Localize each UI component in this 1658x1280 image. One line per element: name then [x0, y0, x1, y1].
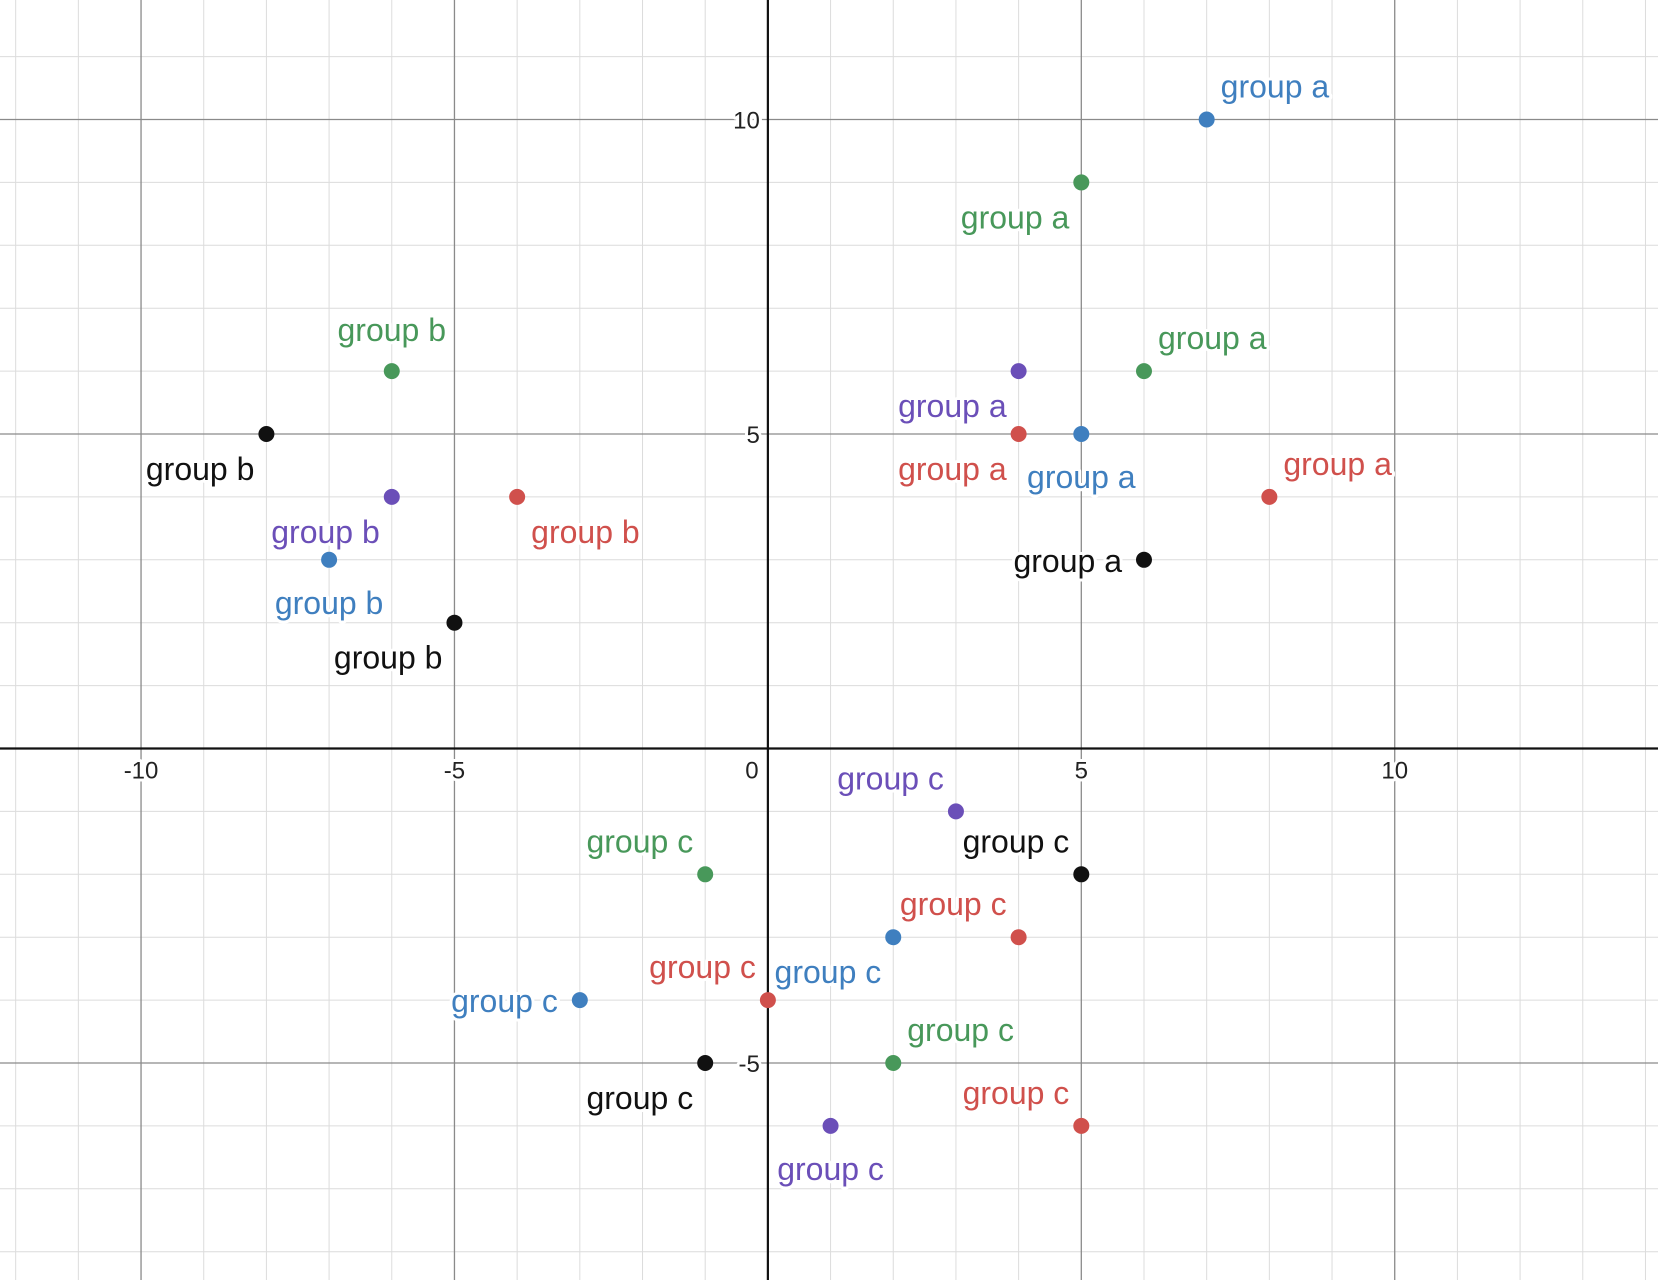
data-label: group a — [898, 451, 1007, 487]
data-point — [885, 1054, 902, 1071]
x-tick-label: 5 — [1075, 758, 1088, 785]
data-label: group c — [775, 954, 882, 990]
data-label: group a — [1221, 69, 1330, 105]
data-point — [759, 992, 776, 1009]
data-point — [509, 488, 526, 505]
data-label: group a — [1027, 459, 1136, 495]
x-tick-label: 10 — [1381, 758, 1408, 785]
data-point — [1198, 111, 1215, 128]
y-tick-label: 10 — [733, 108, 760, 135]
data-labels: group a group a group a group a group a group… — [143, 66, 1395, 1190]
data-label: group c — [586, 1080, 693, 1116]
data-label: group c — [649, 949, 756, 985]
x-tick-label: 0 — [745, 758, 758, 785]
data-label: group c — [900, 886, 1007, 922]
data-point — [1073, 426, 1090, 443]
data-point — [1010, 363, 1027, 380]
tick-labels: -10 -5 0 5 10 10 5 -5 — [121, 105, 1411, 1081]
data-label: group b — [531, 514, 640, 550]
data-label: group a — [898, 388, 1007, 424]
data-label: group c — [963, 823, 1070, 859]
data-point — [697, 866, 714, 883]
data-point — [822, 1117, 839, 1134]
data-point — [383, 363, 400, 380]
data-point — [258, 426, 275, 443]
data-label: group c — [586, 823, 693, 859]
data-point — [1073, 1117, 1090, 1134]
data-point — [1073, 174, 1090, 191]
y-tick-label: 5 — [747, 422, 760, 449]
data-label: group a — [1158, 320, 1267, 356]
data-label: group a — [961, 199, 1070, 235]
x-tick-label: -10 — [124, 758, 159, 785]
data-point — [1135, 363, 1152, 380]
data-label: group c — [907, 1012, 1014, 1048]
data-point — [1073, 866, 1090, 883]
data-point — [1010, 929, 1027, 946]
data-points — [258, 111, 1278, 1134]
data-label: group c — [963, 1075, 1070, 1111]
data-label: group c — [837, 760, 944, 796]
data-label: group b — [334, 640, 443, 676]
data-label: group c — [777, 1151, 884, 1187]
data-point — [885, 929, 902, 946]
data-point — [571, 992, 588, 1009]
data-point — [947, 803, 964, 820]
data-label: group c — [451, 983, 558, 1019]
data-label: group a — [1283, 446, 1392, 482]
data-point — [321, 551, 338, 568]
y-tick-label: -5 — [739, 1051, 760, 1078]
data-point — [697, 1054, 714, 1071]
data-point — [1010, 426, 1027, 443]
data-label: group b — [271, 514, 380, 550]
data-label: group b — [338, 312, 447, 348]
x-tick-label: -5 — [444, 758, 465, 785]
data-point — [383, 488, 400, 505]
data-label: group a — [1013, 543, 1122, 579]
data-point — [1261, 488, 1278, 505]
data-label: group b — [146, 451, 255, 487]
data-point — [1135, 551, 1152, 568]
data-label: group b — [275, 585, 384, 621]
data-point — [446, 614, 463, 631]
